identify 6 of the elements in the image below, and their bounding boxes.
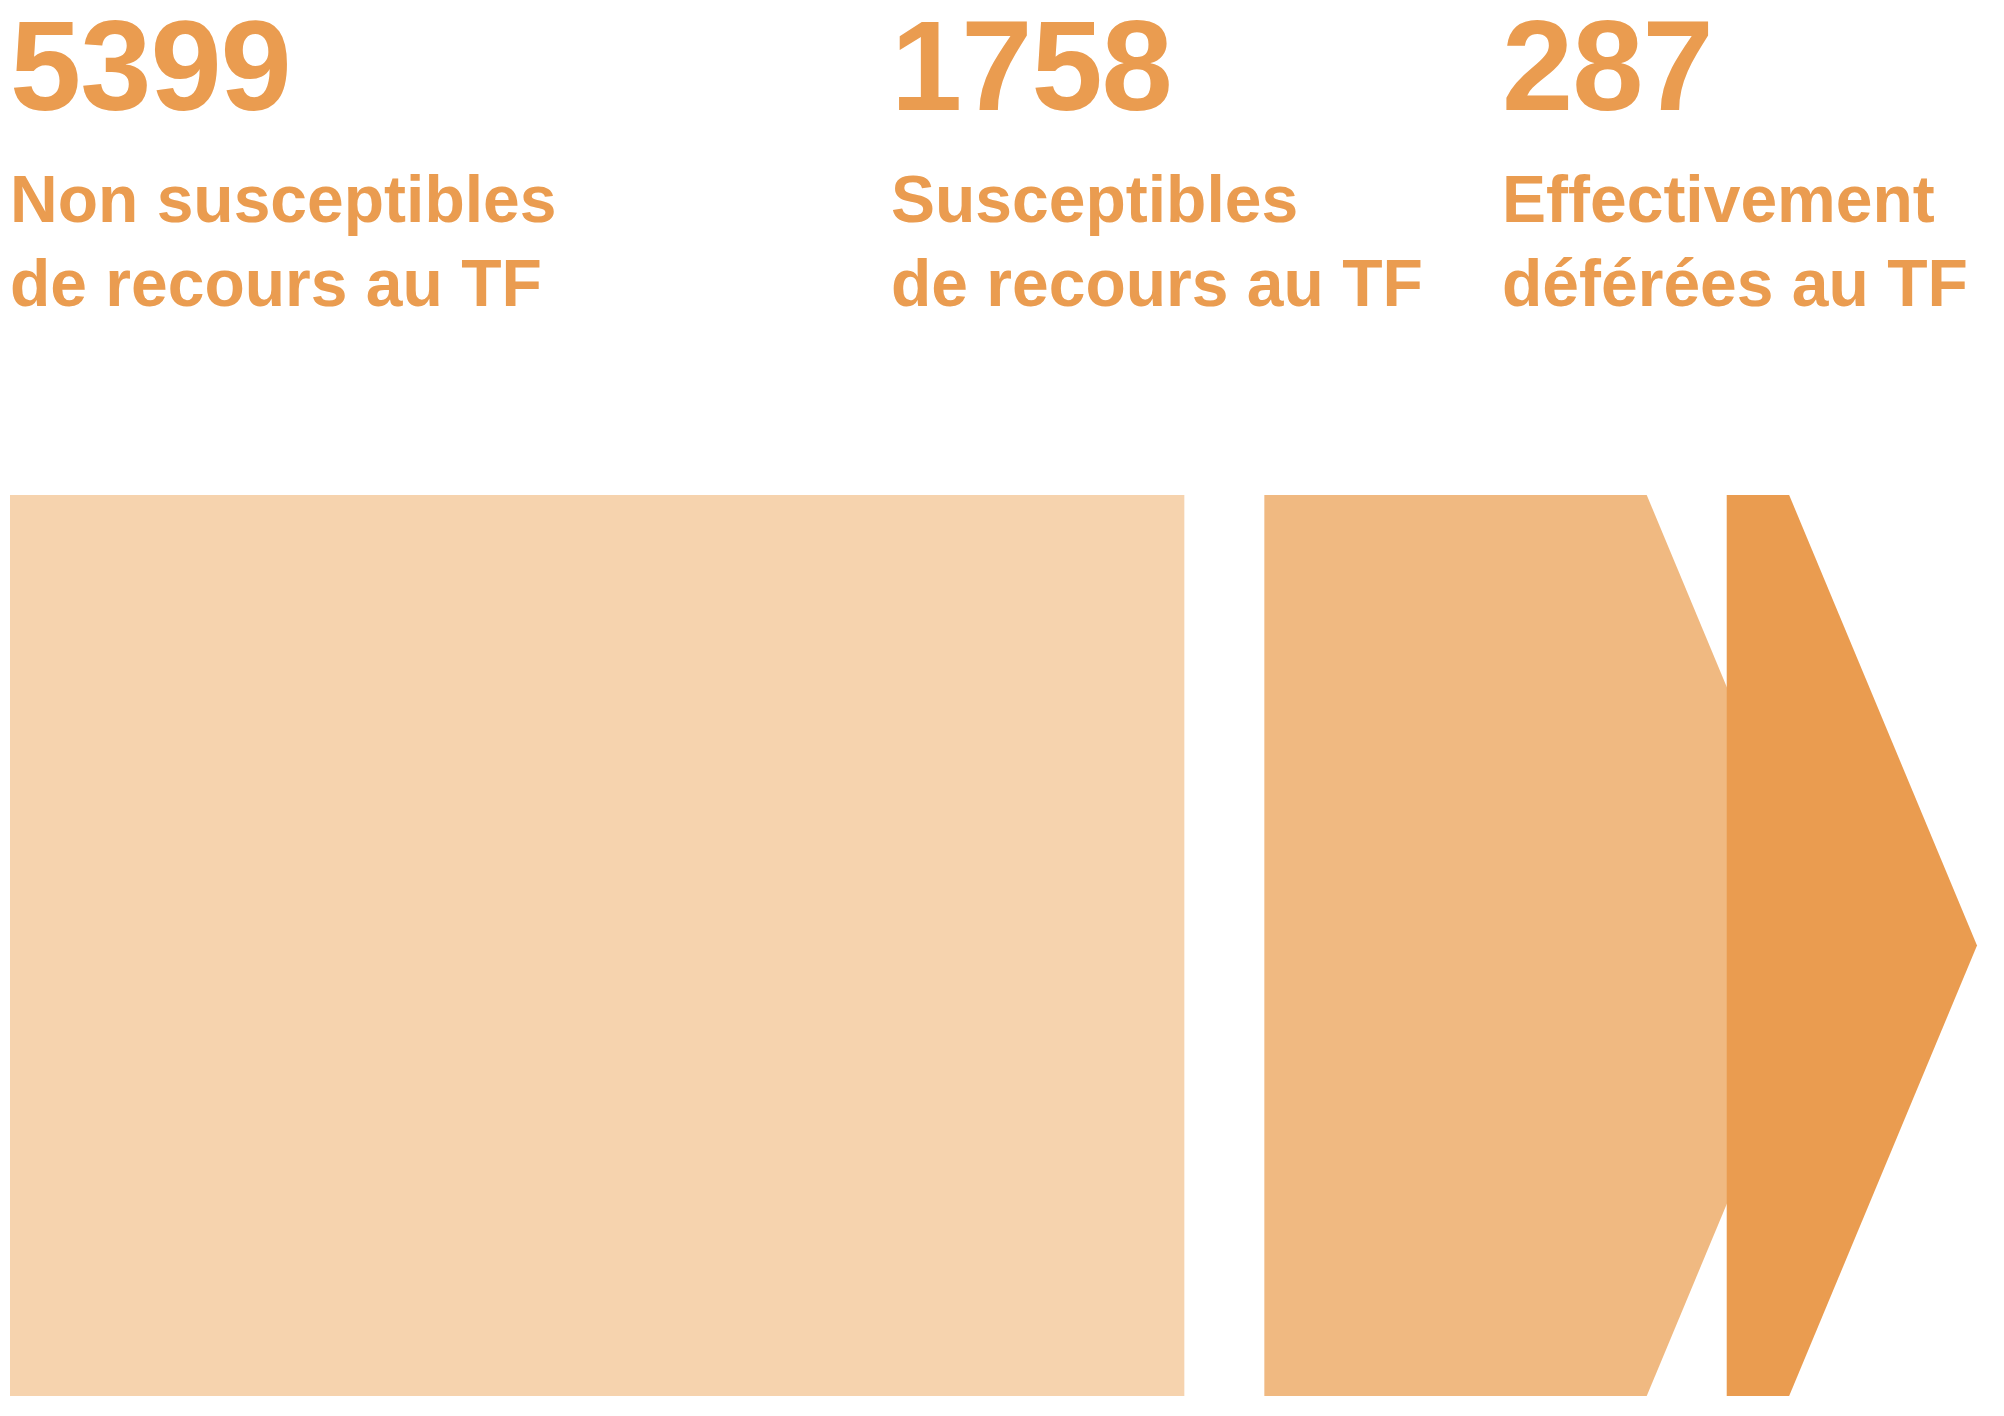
data-label: 287 <box>1502 0 1713 137</box>
data-label: 5399 <box>10 0 291 137</box>
category-label: Susceptibles de recours au TF <box>891 162 1423 320</box>
category-label: Effectivement déférées au TF <box>1502 162 1968 320</box>
category-label: Non susceptibles de recours au TF <box>10 162 557 320</box>
data-label: 1758 <box>891 0 1172 137</box>
